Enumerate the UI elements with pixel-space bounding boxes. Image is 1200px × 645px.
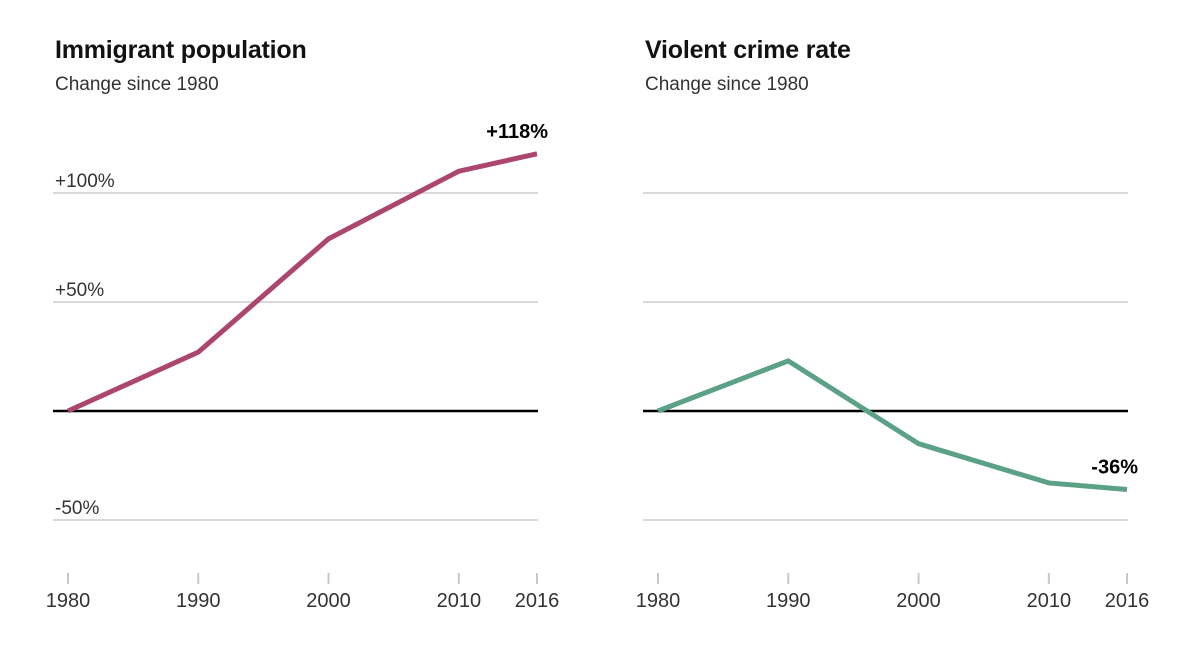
chart-subtitle: Change since 1980 (645, 73, 809, 95)
x-axis-label: 1980 (46, 590, 91, 612)
x-axis-label: 2000 (896, 590, 941, 612)
data-line (66, 151, 538, 414)
y-axis-label: -50% (55, 498, 99, 519)
x-axis-label: 1990 (766, 590, 811, 612)
chart-panel-violent-crime-rate: Violent crime rate Change since 1980 198… (630, 30, 1190, 640)
chart-panel-immigrant-population: Immigrant population Change since 1980 +… (40, 30, 600, 640)
y-axis-label: +50% (55, 280, 104, 301)
x-axis-label: 2016 (1105, 590, 1150, 612)
x-axis-label: 2000 (306, 590, 351, 612)
violent-crime-rate-line-chart: 1980 1990 2000 2010 2016 -36% (636, 192, 1150, 612)
y-axis-label: +100% (55, 171, 115, 192)
data-line (657, 358, 1128, 492)
end-value-annotation: +118% (486, 121, 548, 143)
end-value-annotation: -36% (1091, 456, 1138, 478)
immigrant-population-line-chart: +100% +50% -50% 1980 1990 2000 2010 2016 +118% (46, 121, 560, 612)
x-axis-label: 1980 (636, 590, 681, 612)
x-axis-label: 2016 (515, 590, 560, 612)
x-axis-label: 2010 (1027, 590, 1072, 612)
chart-title: Immigrant population (55, 36, 307, 64)
x-axis-label: 1990 (176, 590, 221, 612)
chart-title: Violent crime rate (645, 36, 851, 64)
x-axis-label: 2010 (437, 590, 482, 612)
chart-subtitle: Change since 1980 (55, 73, 219, 95)
